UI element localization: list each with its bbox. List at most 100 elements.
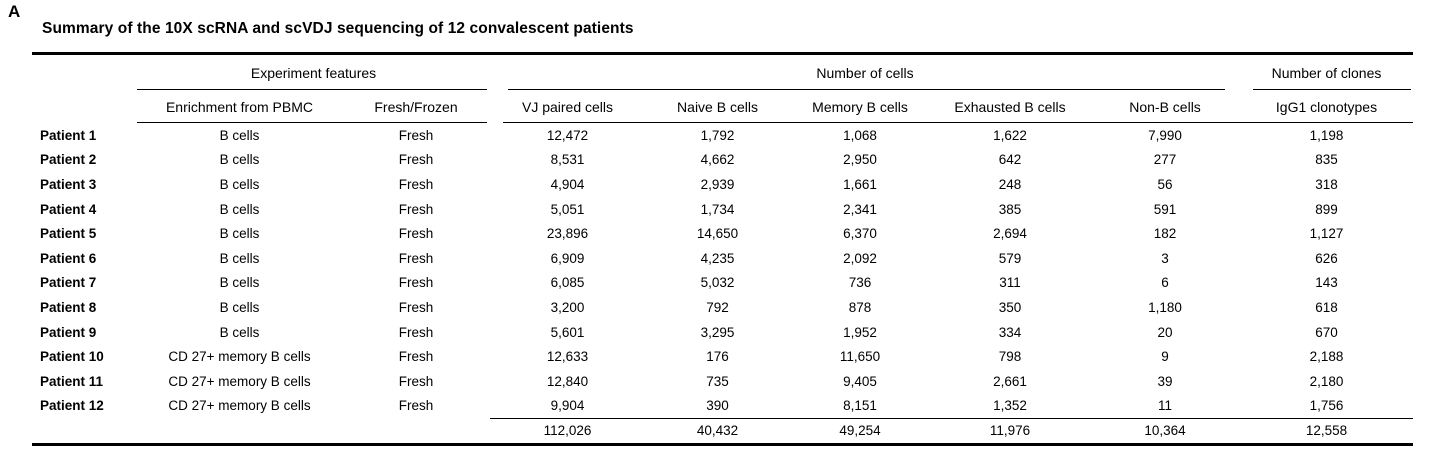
col-header-fresh-frozen: Fresh/Frozen bbox=[342, 90, 490, 123]
table-cell: B cells bbox=[219, 275, 260, 291]
table-cell: B cells bbox=[219, 250, 260, 266]
table-cell: B cells bbox=[219, 152, 260, 168]
table-cell: 2,694 bbox=[993, 226, 1027, 242]
table-cell: Fresh bbox=[398, 299, 434, 315]
panel-label: A bbox=[8, 2, 21, 21]
table-cell: 350 bbox=[998, 299, 1022, 315]
totals-cell: 40,432 bbox=[645, 417, 791, 444]
table-cell: Fresh bbox=[398, 176, 434, 192]
table-cell: 7,990 bbox=[1148, 127, 1182, 143]
table-cell: 4,235 bbox=[700, 250, 735, 266]
table-cell: 8,531 bbox=[550, 152, 585, 168]
col-header-patient-spacer bbox=[32, 90, 137, 123]
table-cell: 248 bbox=[998, 176, 1022, 192]
table-cell: 626 bbox=[1315, 250, 1338, 266]
table-cell: CD 27+ memory B cells bbox=[168, 373, 311, 389]
table-cell: 277 bbox=[1153, 152, 1177, 168]
table-cell: 56 bbox=[1157, 176, 1173, 192]
table-cell: B cells bbox=[219, 226, 260, 242]
totals-cell: 49,254 bbox=[790, 417, 931, 444]
table-cell: B cells bbox=[219, 324, 260, 340]
table-row: Patient 2 B cells Fresh 8,531 4,662 2,950 642 2… bbox=[32, 148, 1413, 173]
totals-empty-cell bbox=[342, 418, 490, 443]
col-header-memory-b-cells: Memory B cells bbox=[790, 90, 931, 123]
totals-cell: 10,364 bbox=[1090, 417, 1241, 444]
table-cell: 6,370 bbox=[843, 226, 877, 242]
table-cell: 143 bbox=[1315, 275, 1338, 291]
col-header-naive-b-cells: Naive B cells bbox=[645, 90, 791, 123]
table-cell: 14,650 bbox=[696, 226, 739, 242]
table-cell: 1,792 bbox=[700, 127, 735, 143]
table-cell: Fresh bbox=[398, 250, 434, 266]
table-cell: 2,341 bbox=[843, 201, 877, 217]
patient-label: Patient 10 bbox=[40, 349, 104, 365]
col-header-exhausted-b-cells: Exhausted B cells bbox=[930, 90, 1091, 123]
group-header-row: Experiment features Number of cells Numb… bbox=[32, 55, 1413, 90]
table-cell: 1,622 bbox=[993, 127, 1027, 143]
table-row: Patient 9 B cells Fresh 5,601 3,295 1,952 334 2… bbox=[32, 320, 1413, 345]
table-cell: 318 bbox=[1315, 176, 1338, 192]
table-row: Patient 5 B cells Fresh 23,896 14,650 6,370 2,… bbox=[32, 221, 1413, 246]
table-cell: 9 bbox=[1161, 349, 1169, 365]
table-cell: Fresh bbox=[398, 152, 434, 168]
table-cell: 618 bbox=[1315, 299, 1338, 315]
table-row: Patient 10 CD 27+ memory B cells Fresh 12,6… bbox=[32, 344, 1413, 369]
table-cell: B cells bbox=[219, 201, 260, 217]
totals-cell: 112,026 bbox=[490, 417, 646, 444]
table-row: Patient 7 B cells Fresh 6,085 5,032 736 311 6 14… bbox=[32, 271, 1413, 296]
patient-label: Patient 5 bbox=[40, 226, 97, 242]
table-row: Patient 6 B cells Fresh 6,909 4,235 2,092 579 3… bbox=[32, 246, 1413, 271]
patient-label: Patient 3 bbox=[40, 176, 97, 192]
table-cell: 20 bbox=[1157, 324, 1173, 340]
table-cell: 1,756 bbox=[1309, 398, 1344, 414]
table-cell: 1,198 bbox=[1309, 127, 1344, 143]
table-cell: Fresh bbox=[398, 226, 434, 242]
table-cell: 670 bbox=[1315, 324, 1338, 340]
table-cell: 1,661 bbox=[843, 176, 877, 192]
table-cell: 5,032 bbox=[700, 275, 735, 291]
table-cell: 2,188 bbox=[1309, 349, 1344, 365]
patient-label: Patient 7 bbox=[40, 275, 97, 291]
group-number-of-clones: Number of clones bbox=[1240, 55, 1413, 90]
table-cell: 1,068 bbox=[843, 127, 877, 143]
table-cell: 6,085 bbox=[550, 275, 585, 291]
table-cell: 182 bbox=[1153, 226, 1177, 242]
table-cell: 2,939 bbox=[700, 176, 735, 192]
table-cell: Fresh bbox=[398, 201, 434, 217]
table-cell: 6 bbox=[1161, 275, 1169, 291]
table-cell: 23,896 bbox=[546, 226, 589, 242]
table-cell: 642 bbox=[998, 152, 1022, 168]
table-row: Patient 12 CD 27+ memory B cells Fresh 9,90… bbox=[32, 394, 1413, 419]
table-cell: Fresh bbox=[398, 373, 434, 389]
table-cell: 1,127 bbox=[1309, 226, 1344, 242]
table-cell: 798 bbox=[998, 349, 1022, 365]
table-cell: B cells bbox=[219, 127, 260, 143]
patient-label: Patient 11 bbox=[40, 373, 104, 389]
table-cell: B cells bbox=[219, 176, 260, 192]
table-cell: 334 bbox=[998, 324, 1022, 340]
group-experiment-features: Experiment features bbox=[137, 55, 490, 90]
totals-cell: 12,558 bbox=[1240, 417, 1414, 444]
table-cell: 1,734 bbox=[700, 201, 735, 217]
patient-label: Patient 1 bbox=[40, 127, 97, 143]
table-cell: 12,633 bbox=[546, 349, 589, 365]
table-cell: 2,092 bbox=[843, 250, 877, 266]
table-cell: 878 bbox=[848, 299, 872, 315]
table-cell: 3,295 bbox=[700, 324, 735, 340]
summary-table-wrap: Experiment features Number of cells Numb… bbox=[32, 52, 1414, 447]
table-cell: Fresh bbox=[398, 275, 434, 291]
column-header-row: Enrichment from PBMC Fresh/Frozen VJ pai… bbox=[32, 90, 1414, 123]
table-cell: 9,405 bbox=[843, 373, 877, 389]
table-cell: 12,840 bbox=[546, 373, 589, 389]
table-cell: 385 bbox=[998, 201, 1022, 217]
table-cell: 12,472 bbox=[546, 127, 589, 143]
table-cell: 735 bbox=[706, 373, 729, 389]
table-cell: Fresh bbox=[398, 349, 434, 365]
table-cell: 591 bbox=[1153, 201, 1177, 217]
table-cell: 4,904 bbox=[550, 176, 585, 192]
totals-empty-cell bbox=[137, 418, 342, 443]
table-cell: 8,151 bbox=[843, 398, 877, 414]
group-header-spacer bbox=[32, 55, 137, 90]
table-cell: Fresh bbox=[398, 398, 434, 414]
table-cell: 1,952 bbox=[843, 324, 877, 340]
